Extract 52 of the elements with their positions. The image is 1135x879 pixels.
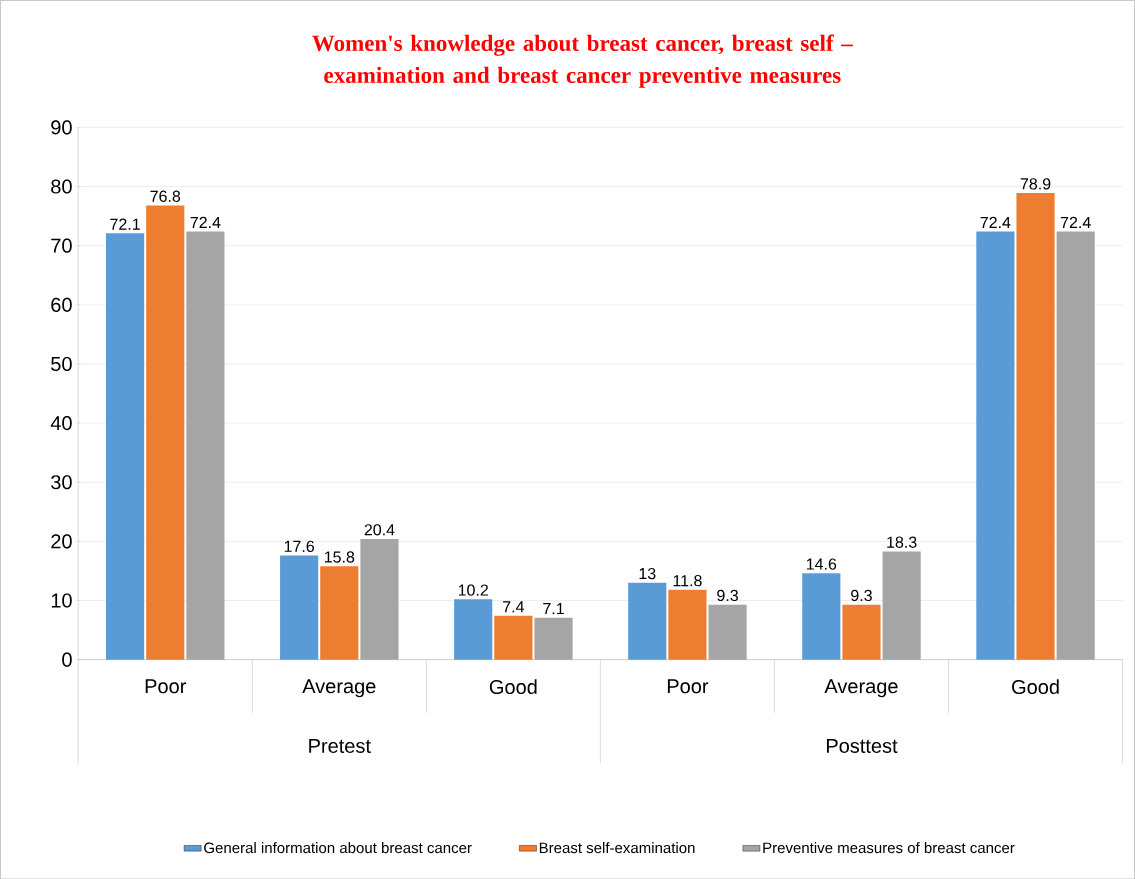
- data-label: 13: [639, 567, 656, 579]
- data-label: 11.8: [673, 574, 702, 587]
- text: Pretest: [309, 738, 371, 753]
- bar: [146, 205, 185, 660]
- data-label: 7.4: [503, 601, 525, 613]
- data-label: 10.2: [458, 584, 488, 596]
- y-tick-label: 80: [51, 179, 72, 194]
- x-tick-label: Average: [824, 679, 898, 698]
- legend-label: Preventive measures of breast cancer: [763, 841, 1015, 853]
- x-tick-label: Good: [489, 679, 537, 694]
- y-tick-label: 50: [51, 356, 72, 371]
- bar: [842, 604, 881, 660]
- data-label: 9.3: [851, 589, 872, 601]
- x-tick-label: Good: [1012, 679, 1059, 694]
- bar: [668, 589, 707, 660]
- data-label: 14.6: [806, 558, 837, 570]
- data-label: 72.4: [1060, 216, 1091, 228]
- data-label: 17.6: [284, 540, 315, 552]
- data-label: 78.9: [1020, 177, 1051, 190]
- y-tick-label: 0: [62, 652, 72, 667]
- y-tick-label: 30: [51, 474, 72, 490]
- data-label: 72.1: [110, 218, 140, 230]
- y-tick-label: 40: [50, 415, 72, 430]
- y-tick-label: 70: [51, 238, 72, 253]
- data-label: 76.8: [150, 190, 181, 202]
- data-label: 20.4: [364, 523, 395, 536]
- y-tick-label: 10: [51, 593, 72, 608]
- text: Posttest: [826, 738, 898, 753]
- data-label: 72.4: [980, 216, 1011, 228]
- chart-title: Women's knowledge about breast cancer, breast self –examination and breast cancer preventive measures: [312, 34, 853, 88]
- y-tick-label: 20: [51, 534, 72, 549]
- data-label: 18.3: [887, 536, 917, 548]
- bar: [454, 599, 493, 660]
- bar: [320, 565, 359, 660]
- bar: [976, 231, 1015, 660]
- bar: [628, 582, 667, 660]
- bar: [280, 555, 319, 660]
- data-label: 72.4: [190, 216, 221, 228]
- data-label: 15.8: [324, 551, 355, 563]
- bar: [802, 573, 841, 660]
- y-tick-label: 90: [51, 120, 72, 135]
- legend-label: General information about breast cancer: [204, 841, 472, 853]
- data-label: 7.1: [543, 602, 564, 614]
- bar: [106, 233, 145, 660]
- bar: [1016, 192, 1055, 660]
- x-tick-label: Poor: [145, 679, 187, 694]
- bar: [494, 615, 533, 660]
- y-tick-label: 60: [51, 297, 72, 312]
- x-tick-label: Average: [302, 679, 376, 698]
- legend-label: Breast self-examination: [539, 841, 695, 853]
- x-tick-label: Poor: [667, 679, 709, 694]
- data-label: 9.3: [717, 589, 738, 601]
